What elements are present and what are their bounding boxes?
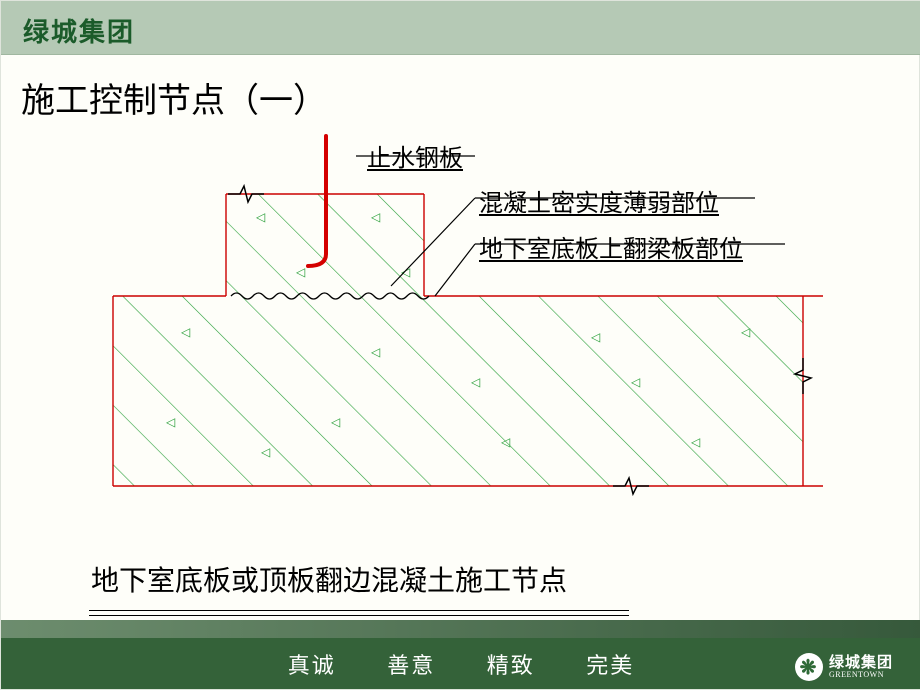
caption-underline-1: [89, 610, 629, 611]
footer-logo-cn: 绿城集团: [829, 656, 893, 671]
caption: 地下室底板或顶板翻边混凝土施工节点: [91, 559, 567, 599]
label-upturn-beam: 地下室底板上翻梁板部位: [479, 229, 743, 264]
header-bar: [1, 1, 920, 55]
svg-text:◁: ◁: [471, 375, 481, 389]
svg-text:◁: ◁: [591, 330, 601, 344]
footer-word: 善意: [387, 653, 435, 678]
footer-logo-en: GREENTOWN: [829, 671, 893, 679]
footer-word: 精致: [487, 653, 535, 678]
svg-text:◁: ◁: [296, 265, 306, 279]
svg-text:◁: ◁: [371, 210, 381, 224]
clover-icon: ❋: [795, 653, 823, 681]
footer-bar: 真诚 善意 精致 完美 ❋ 绿城集团 GREENTOWN: [1, 638, 920, 689]
svg-text:◁: ◁: [501, 435, 511, 449]
svg-text:◁: ◁: [371, 345, 381, 359]
footer-logo: ❋ 绿城集团 GREENTOWN: [795, 653, 893, 681]
footer-gradient: [1, 620, 920, 638]
footer-words: 真诚 善意 精致 完美: [266, 648, 657, 680]
slide: 绿城集团 施工控制节点（一） ◁◁◁◁◁◁◁◁◁◁◁◁◁◁◁ 止水钢板 混凝土密…: [0, 0, 920, 690]
svg-text:◁: ◁: [691, 435, 701, 449]
footer-word: 真诚: [288, 653, 336, 678]
svg-text:◁: ◁: [331, 415, 341, 429]
brand-text: 绿城集团: [23, 12, 135, 49]
svg-text:◁: ◁: [631, 375, 641, 389]
svg-text:◁: ◁: [256, 210, 266, 224]
diagram-svg: ◁◁◁◁◁◁◁◁◁◁◁◁◁◁◁: [71, 126, 861, 556]
label-water-stop: 止水钢板: [367, 138, 463, 173]
svg-text:◁: ◁: [181, 325, 191, 339]
footer-word: 完美: [586, 653, 634, 678]
svg-text:◁: ◁: [166, 415, 176, 429]
section-diagram: ◁◁◁◁◁◁◁◁◁◁◁◁◁◁◁ 止水钢板 混凝土密实度薄弱部位 地下室底板上翻梁…: [71, 126, 861, 556]
slide-title: 施工控制节点（一）: [21, 73, 327, 122]
caption-underline-2: [89, 615, 629, 616]
svg-text:◁: ◁: [741, 325, 751, 339]
label-weak-zone: 混凝土密实度薄弱部位: [479, 183, 719, 218]
svg-text:◁: ◁: [261, 445, 271, 459]
